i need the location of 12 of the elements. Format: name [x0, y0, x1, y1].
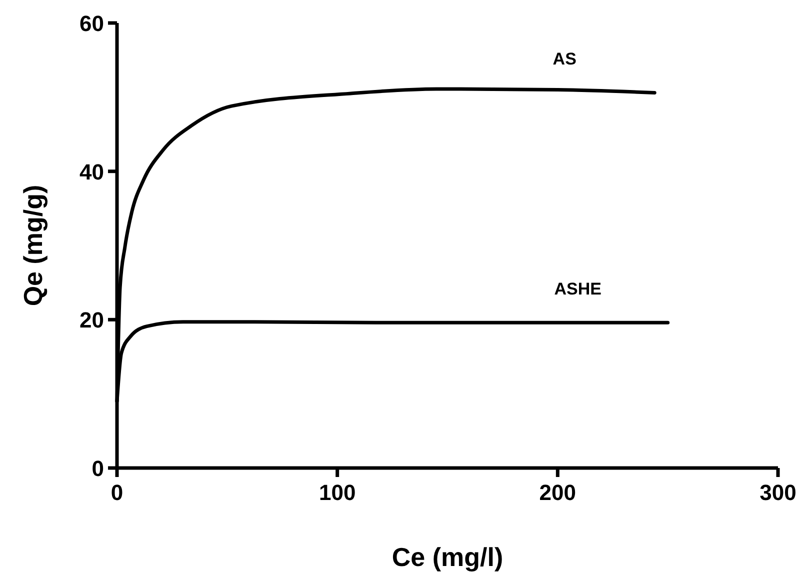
- y-tick-label: 0: [92, 456, 104, 481]
- x-tick-label: 100: [318, 480, 356, 505]
- x-tick-label: 300: [760, 480, 796, 505]
- y-tick-label: 40: [80, 159, 104, 184]
- y-tick-label: 60: [80, 11, 104, 36]
- x-tick-label: 0: [110, 480, 124, 505]
- series-label: ASHE: [554, 280, 602, 299]
- x-axis-title: Ce (mg/l): [392, 542, 504, 572]
- x-tick-label: 200: [539, 480, 576, 505]
- y-axis-title: Qe (mg/g): [18, 184, 48, 306]
- y-tick-label: 20: [80, 308, 104, 333]
- series-label: AS: [552, 50, 576, 69]
